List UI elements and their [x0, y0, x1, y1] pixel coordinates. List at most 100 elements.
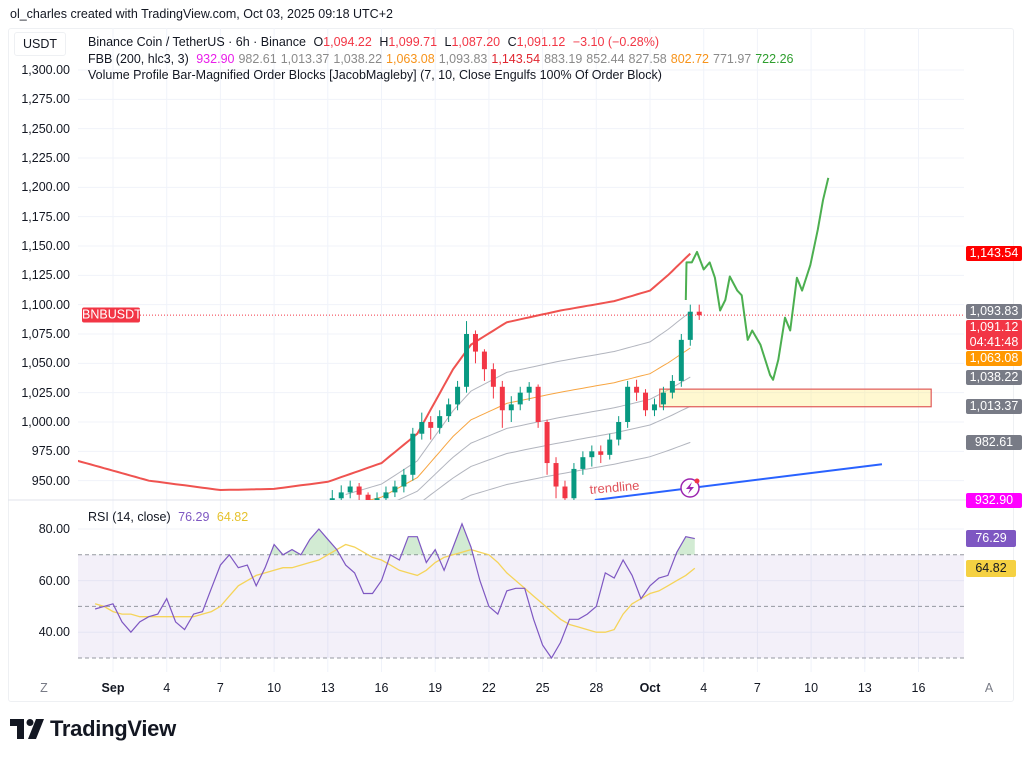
currency-unit-button[interactable]: USDT [14, 32, 66, 56]
price-label: 932.90 [966, 493, 1022, 509]
rsi-tick: 80.00 [38, 522, 70, 536]
candle [329, 490, 335, 500]
candle-body [401, 474, 407, 487]
fbb-value: 802.72 [670, 52, 709, 66]
fbb-value: 771.97 [713, 52, 752, 66]
price-tick: 1,225.00 [21, 150, 70, 165]
trendline [594, 463, 883, 500]
candle [446, 398, 452, 422]
candle-body [383, 492, 389, 499]
candle [383, 486, 389, 500]
candle-body [374, 498, 380, 500]
candle [410, 427, 416, 481]
date-tick: 19 [428, 681, 443, 695]
candle [571, 463, 577, 500]
candle-body [625, 386, 631, 422]
date-tick: 25 [535, 681, 550, 695]
open-value: 1,094.22 [323, 35, 372, 49]
date-tick: 10 [267, 681, 282, 695]
candle [687, 304, 693, 346]
candle [616, 416, 622, 446]
last-price-value: 1,091.12 [969, 320, 1019, 335]
fbb-band-0.5 [396, 376, 691, 500]
candle [553, 457, 559, 499]
rsi-ma-line [94, 543, 696, 633]
candle-body [669, 380, 675, 393]
date-tick: Sep [101, 681, 125, 695]
close-label: C [507, 35, 517, 49]
price-tick: 1,150.00 [21, 238, 70, 253]
low-value: 1,087.20 [451, 35, 501, 49]
symbol-legend: Binance Coin / TetherUS · 6h · Binance O… [88, 35, 663, 49]
candle-body [589, 451, 595, 458]
last-price-label: 1,091.12 04:41:48 [966, 320, 1022, 351]
rsi-tick: 60.00 [38, 573, 70, 588]
candle [374, 492, 380, 500]
candle [401, 468, 407, 493]
candle-body [634, 386, 640, 393]
order-block-legend[interactable]: Volume Profile Bar-Magnified Order Block… [88, 68, 662, 82]
zoom-reset-button[interactable]: Z [40, 681, 48, 695]
candle [464, 321, 470, 393]
candle-body [356, 486, 362, 495]
candle-body [517, 392, 523, 405]
fbb-band-0.764 [345, 311, 691, 495]
chart-credit: ol_charles created with TradingView.com,… [10, 7, 393, 21]
rsi-value: 76.29 [178, 510, 210, 524]
rsi-name[interactable]: RSI (14, close) [88, 510, 171, 524]
icon-dot [694, 478, 700, 484]
auto-scale-button[interactable]: A [984, 681, 994, 695]
rsi-line [94, 522, 695, 660]
candle-body [410, 433, 416, 475]
candle-body [365, 494, 371, 500]
candle-body [472, 333, 478, 352]
date-tick: 7 [753, 681, 761, 695]
main-pane: trendline [78, 177, 964, 500]
candle [607, 433, 613, 460]
candle-body [651, 404, 657, 411]
candle [625, 380, 631, 428]
candle-body [446, 404, 452, 417]
candle-body [598, 451, 604, 455]
candle-body [428, 421, 434, 428]
date-tick: 13 [320, 681, 335, 695]
date-tick: 13 [857, 681, 872, 695]
price-tick: 1,300.00 [21, 63, 70, 77]
trendline-label: trendline [589, 478, 640, 497]
fbb-name[interactable]: FBB (200, hlc3, 3) [88, 52, 189, 66]
candle [472, 330, 478, 364]
candle [428, 416, 434, 440]
icon-bolt [686, 482, 694, 494]
candle-body [481, 351, 487, 370]
candle-body [347, 486, 353, 493]
rsi-value-label: 76.29 [966, 530, 1016, 548]
fbb-band-0.236 [459, 441, 691, 500]
price-label: 1,038.22 [966, 369, 1022, 385]
candle-body [464, 333, 470, 387]
rsi-value-label: 64.82 [966, 559, 1016, 577]
candle [634, 379, 640, 401]
candle [598, 445, 604, 464]
price-tick: 1,050.00 [21, 356, 70, 371]
candle [437, 410, 443, 434]
candle-body [490, 369, 496, 387]
tradingview-logo-icon [10, 719, 44, 739]
candle [696, 304, 702, 320]
price-tick: 1,175.00 [21, 209, 70, 224]
date-tick: 28 [589, 681, 604, 695]
candle [562, 480, 568, 500]
price-tick: 1,275.00 [21, 92, 70, 107]
order-block-zone [659, 388, 932, 408]
candle-body [499, 386, 505, 411]
candle-body [562, 486, 568, 499]
symbol-name[interactable]: Binance Coin / TetherUS · 6h · Binance [88, 35, 306, 49]
grid [78, 28, 964, 672]
date-tick: Oct [639, 681, 661, 695]
price-tick: 1,025.00 [21, 385, 70, 400]
candle-body [571, 468, 577, 499]
tradingview-logo[interactable]: TradingView [10, 716, 176, 742]
fbb-value: 883.19 [544, 52, 583, 66]
candle [660, 386, 666, 411]
candle-body [616, 421, 622, 440]
